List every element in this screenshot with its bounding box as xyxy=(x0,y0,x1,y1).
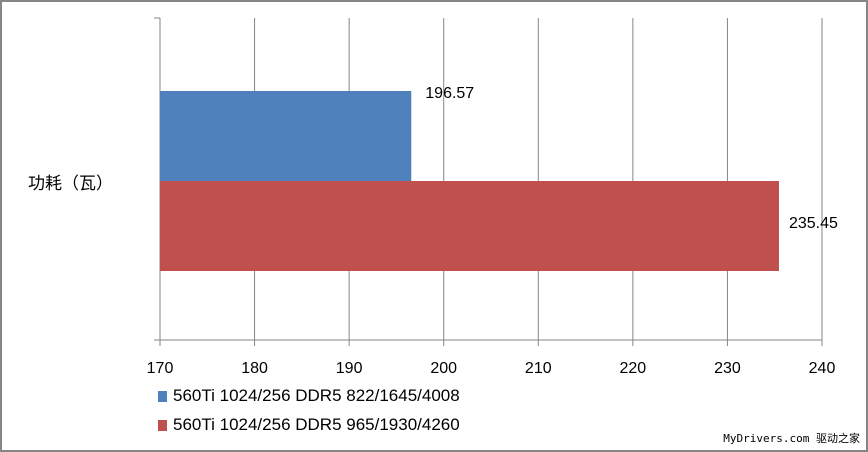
legend-label-2: 560Ti 1024/256 DDR5 965/1930/4260 xyxy=(173,415,460,434)
legend-label-1: 560Ti 1024/256 DDR5 822/1645/4008 xyxy=(173,386,460,405)
x-tick-label: 170 xyxy=(147,360,174,377)
bar-series-2 xyxy=(160,181,779,271)
legend-item-2: 560Ti 1024/256 DDR5 965/1930/4260 xyxy=(158,415,460,435)
data-label: 196.57 xyxy=(425,85,474,102)
x-tick-label: 180 xyxy=(241,360,268,377)
x-tick-label: 210 xyxy=(525,360,552,377)
data-label: 235.45 xyxy=(789,215,838,232)
bar-series-1 xyxy=(160,91,412,181)
x-tick-label: 200 xyxy=(430,360,457,377)
legend-swatch-1 xyxy=(158,390,167,402)
x-tick-label: 190 xyxy=(336,360,363,377)
watermark: MyDrivers.com 驱动之家 xyxy=(723,432,860,445)
x-tick-label: 230 xyxy=(714,360,741,377)
x-tick-label: 220 xyxy=(620,360,647,377)
y-category-label: 功耗（瓦） xyxy=(28,174,113,193)
legend-item-1: 560Ti 1024/256 DDR5 822/1645/4008 xyxy=(158,386,460,406)
legend-swatch-2 xyxy=(158,419,167,431)
x-tick-label: 240 xyxy=(809,360,836,377)
